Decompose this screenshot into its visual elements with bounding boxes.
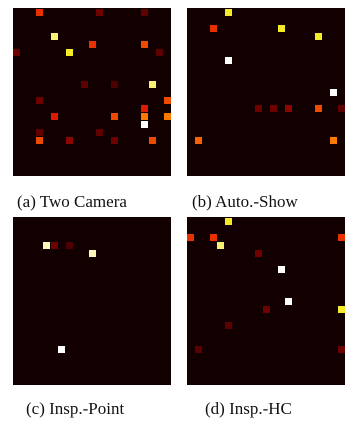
heatmap-cell [111,112,119,120]
heatmap-insp-hc [187,217,345,385]
heatmap-cell [80,80,88,88]
heatmap-cell [141,40,149,48]
heatmap-two-camera [13,8,171,176]
heatmap-cell [35,136,43,144]
heatmap-cell [141,120,149,128]
heatmap-cell [156,48,164,56]
heatmap-cell [337,345,345,353]
heatmap-cell [111,136,119,144]
caption-auto-show: (b) Auto.-Show [192,192,298,211]
heatmap-cell [254,104,262,112]
heatmap-cell [35,96,43,104]
heatmap-cell [224,8,232,16]
heatmap-cell [13,48,21,56]
heatmap-cell [35,8,43,16]
caption-two-camera: (a) Two Camera [17,192,127,211]
heatmap-cell [277,265,285,273]
heatmap-cell [224,321,232,329]
heatmap-cell [262,305,270,313]
heatmap-cell [337,104,345,112]
heatmap-cell [65,241,73,249]
caption-insp-point: (c) Insp.-Point [26,399,125,418]
heatmap-cell [141,112,149,120]
heatmap-cell [148,80,156,88]
heatmap-cell [224,217,232,225]
heatmap-cell [35,128,43,136]
heatmap-cell [315,32,323,40]
heatmap-cell [209,233,217,241]
heatmap-cell [141,104,149,112]
heatmap-cell [330,136,338,144]
caption-insp-hc: (d) Insp.-HC [205,399,292,418]
heatmap-cell [148,136,156,144]
heatmap-cell [43,241,51,249]
heatmap-cell [285,104,293,112]
heatmap-cell [88,40,96,48]
heatmap-cell [163,96,171,104]
heatmap-cell [254,249,262,257]
heatmap-cell [96,8,104,16]
heatmap-cell [315,104,323,112]
heatmap-cell [163,112,171,120]
heatmap-cell [65,48,73,56]
heatmap-cell [337,305,345,313]
heatmap-cell [194,136,202,144]
heatmap-cell [58,345,66,353]
heatmap-cell [50,112,58,120]
heatmap-cell [187,233,195,241]
heatmap-cell [96,128,104,136]
heatmap-cell [277,24,285,32]
heatmap-cell [270,104,278,112]
heatmap-cell [111,80,119,88]
heatmap-cell [141,8,149,16]
heatmap-cell [285,297,293,305]
heatmap-cell [88,249,96,257]
heatmap-cell [217,241,225,249]
heatmap-cell [337,233,345,241]
heatmap-auto-show [187,8,345,176]
heatmap-cell [50,32,58,40]
heatmap-insp-point [13,217,171,385]
heatmap-cell [209,24,217,32]
heatmap-cell [65,136,73,144]
heatmap-cell [194,345,202,353]
heatmap-cell [330,88,338,96]
heatmap-cell [50,241,58,249]
heatmap-cell [224,56,232,64]
